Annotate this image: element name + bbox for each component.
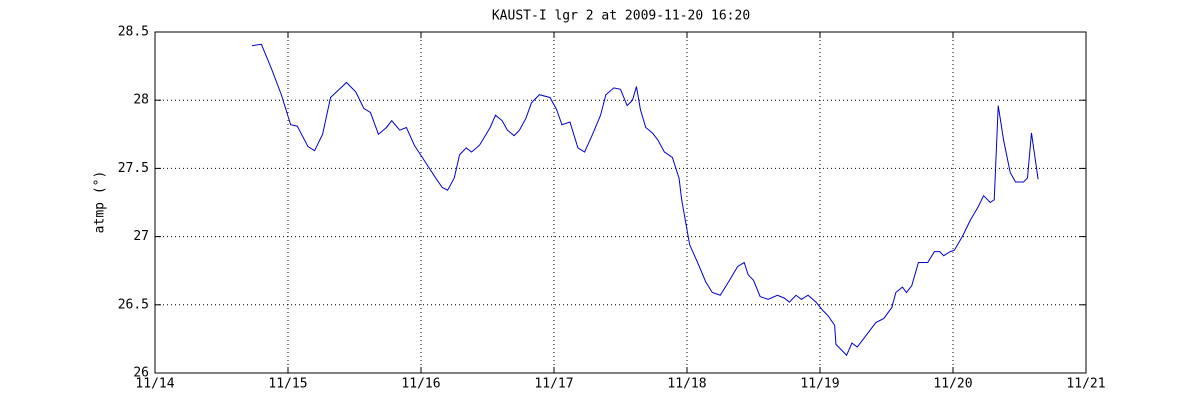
y-tick-label: 27.5 (118, 161, 149, 176)
chart-title: KAUST-I lgr 2 at 2009-11-20 16:20 (492, 9, 750, 24)
x-tick-label: 11/16 (401, 377, 440, 392)
x-tick-label: 11/19 (800, 377, 839, 392)
x-tick-label: 11/20 (933, 377, 972, 392)
data-line (252, 43, 1039, 357)
y-tick-label: 27 (133, 229, 149, 244)
x-tick-label: 11/14 (135, 377, 174, 392)
x-tick-label: 11/15 (268, 377, 307, 392)
x-tick-label: 11/18 (667, 377, 706, 392)
y-tick-label: 26 (133, 366, 149, 381)
y-tick-label: 26.5 (118, 297, 149, 312)
plot-frame (154, 31, 1087, 374)
y-tick-label: 28.5 (118, 25, 149, 40)
y-tick-label: 28 (133, 93, 149, 108)
x-tick-label: 11/17 (534, 377, 573, 392)
y-axis-label: atmp (°) (93, 171, 108, 234)
x-tick-label: 11/21 (1066, 377, 1105, 392)
